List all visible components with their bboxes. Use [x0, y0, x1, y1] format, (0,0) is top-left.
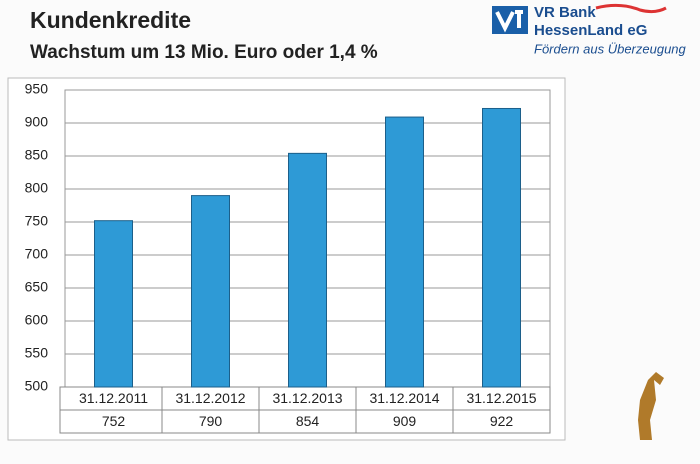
y-tick-label: 600 [25, 312, 49, 328]
y-tick-label: 950 [25, 81, 49, 97]
y-tick-label: 500 [25, 378, 49, 394]
y-tick-label: 700 [25, 246, 49, 262]
bar [94, 220, 133, 388]
y-tick-label: 800 [25, 180, 49, 196]
chart-title: Kundenkredite [30, 7, 191, 33]
y-tick-label: 750 [25, 213, 49, 229]
y-tick-label: 850 [25, 147, 49, 163]
logo-line2: HessenLand eG [534, 22, 647, 39]
y-tick-label: 900 [25, 114, 49, 130]
table-value: 752 [102, 413, 126, 429]
table-value: 790 [199, 413, 223, 429]
table-value: 909 [393, 413, 417, 429]
bar [288, 152, 327, 388]
y-tick-label: 650 [25, 279, 49, 295]
statuette [638, 372, 664, 440]
logo-tagline: Fördern aus Überzeugung [534, 41, 687, 56]
table-value: 854 [296, 413, 320, 429]
bar [482, 107, 521, 388]
table-value: 922 [490, 413, 514, 429]
logo-symbol [495, 10, 523, 33]
x-tick-label: 31.12.2015 [466, 390, 536, 406]
bar [191, 195, 230, 388]
y-tick-label: 550 [25, 345, 49, 361]
x-tick-label: 31.12.2011 [79, 390, 148, 406]
logo-wave [595, 3, 667, 14]
x-tick-label: 31.12.2013 [272, 390, 342, 406]
logo: VR Bank HessenLand eG Fördern aus Überze… [492, 4, 687, 56]
chart-subtitle: Wachstum um 13 Mio. Euro oder 1,4 % [30, 42, 378, 63]
statuette-figure [638, 372, 664, 440]
x-tick-label: 31.12.2014 [369, 390, 439, 406]
bar [385, 116, 424, 388]
logo-line1: VR Bank [534, 4, 596, 21]
x-tick-label: 31.12.2012 [175, 390, 245, 406]
